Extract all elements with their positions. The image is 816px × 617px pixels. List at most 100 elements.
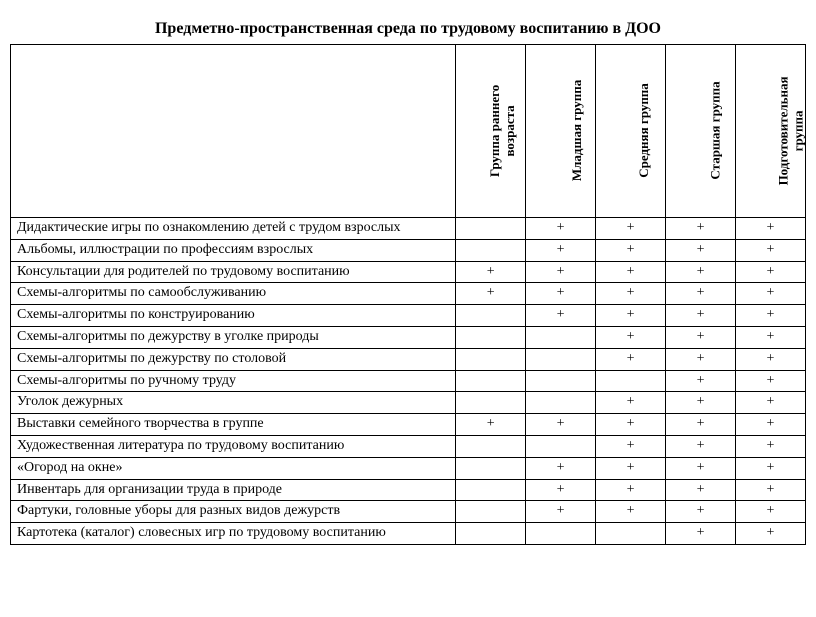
table-row: Фартуки, головные уборы для разных видов… xyxy=(11,501,806,523)
table-row: Схемы-алгоритмы по конструированию++++ xyxy=(11,305,806,327)
col-header-1: Младшая группа xyxy=(526,45,596,218)
cell: + xyxy=(666,218,736,240)
cell: + xyxy=(736,435,806,457)
header-row: Группа раннеговозраста Младшая группа Ср… xyxy=(11,45,806,218)
cell: + xyxy=(526,283,596,305)
row-label: Схемы-алгоритмы по самообслуживанию xyxy=(11,283,456,305)
cell xyxy=(456,457,526,479)
cell: + xyxy=(596,414,666,436)
cell: + xyxy=(596,283,666,305)
col-header-0-label: Группа раннеговозраста xyxy=(488,84,518,176)
cell xyxy=(456,348,526,370)
cell xyxy=(526,370,596,392)
cell: + xyxy=(456,414,526,436)
row-label: Картотека (каталог) словесных игр по тру… xyxy=(11,523,456,545)
cell: + xyxy=(526,218,596,240)
page-title: Предметно-пространственная среда по труд… xyxy=(10,20,806,38)
cell: + xyxy=(526,501,596,523)
cell: + xyxy=(596,435,666,457)
cell: + xyxy=(666,326,736,348)
row-label: Схемы-алгоритмы по дежурству в уголке пр… xyxy=(11,326,456,348)
cell: + xyxy=(526,239,596,261)
row-label: Альбомы, иллюстрации по профессиям взрос… xyxy=(11,239,456,261)
cell: + xyxy=(736,239,806,261)
row-label: Уголок дежурных xyxy=(11,392,456,414)
cell: + xyxy=(456,283,526,305)
cell: + xyxy=(666,523,736,545)
cell xyxy=(526,392,596,414)
table-row: Схемы-алгоритмы по ручному труду++ xyxy=(11,370,806,392)
cell: + xyxy=(596,305,666,327)
cell xyxy=(456,523,526,545)
table-row: Консультации для родителей по трудовому … xyxy=(11,261,806,283)
cell: + xyxy=(666,435,736,457)
row-label: Схемы-алгоритмы по дежурству по столовой xyxy=(11,348,456,370)
cell xyxy=(596,370,666,392)
cell: + xyxy=(666,414,736,436)
row-label: Консультации для родителей по трудовому … xyxy=(11,261,456,283)
cell xyxy=(596,523,666,545)
cell: + xyxy=(736,501,806,523)
col-header-2-label: Средняя группа xyxy=(637,83,652,178)
cell: + xyxy=(526,261,596,283)
table-row: Схемы-алгоритмы по дежурству по столовой… xyxy=(11,348,806,370)
cell: + xyxy=(666,283,736,305)
cell: + xyxy=(596,457,666,479)
table-row: Выставки семейного творчества в группе++… xyxy=(11,414,806,436)
cell xyxy=(456,501,526,523)
table-row: Альбомы, иллюстрации по профессиям взрос… xyxy=(11,239,806,261)
cell: + xyxy=(456,261,526,283)
table-row: «Огород на окне»++++ xyxy=(11,457,806,479)
environment-table: Группа раннеговозраста Младшая группа Ср… xyxy=(10,44,806,545)
cell xyxy=(456,435,526,457)
row-label: Схемы-алгоритмы по конструированию xyxy=(11,305,456,327)
cell: + xyxy=(526,414,596,436)
cell: + xyxy=(736,479,806,501)
cell: + xyxy=(666,479,736,501)
cell: + xyxy=(736,523,806,545)
col-header-0: Группа раннеговозраста xyxy=(456,45,526,218)
cell xyxy=(456,370,526,392)
cell: + xyxy=(666,348,736,370)
cell: + xyxy=(596,218,666,240)
cell: + xyxy=(666,261,736,283)
row-label: Фартуки, головные уборы для разных видов… xyxy=(11,501,456,523)
table-row: Дидактические игры по ознакомлению детей… xyxy=(11,218,806,240)
cell xyxy=(456,326,526,348)
col-header-4: Подготовительнаягруппа xyxy=(736,45,806,218)
cell: + xyxy=(736,414,806,436)
row-label: Выставки семейного творчества в группе xyxy=(11,414,456,436)
table-row: Инвентарь для организации труда в природ… xyxy=(11,479,806,501)
table-row: Художественная литература по трудовому в… xyxy=(11,435,806,457)
table-row: Уголок дежурных+++ xyxy=(11,392,806,414)
cell: + xyxy=(736,392,806,414)
col-header-3-label: Старшая группа xyxy=(709,81,724,179)
table-row: Картотека (каталог) словесных игр по тру… xyxy=(11,523,806,545)
col-header-2: Средняя группа xyxy=(596,45,666,218)
cell: + xyxy=(736,305,806,327)
row-label: «Огород на окне» xyxy=(11,457,456,479)
col-header-3: Старшая группа xyxy=(666,45,736,218)
cell: + xyxy=(666,392,736,414)
cell: + xyxy=(596,392,666,414)
row-label: Схемы-алгоритмы по ручному труду xyxy=(11,370,456,392)
cell: + xyxy=(736,457,806,479)
cell: + xyxy=(526,457,596,479)
cell: + xyxy=(666,457,736,479)
cell: + xyxy=(736,326,806,348)
cell: + xyxy=(596,239,666,261)
table-row: Схемы-алгоритмы по дежурству в уголке пр… xyxy=(11,326,806,348)
cell xyxy=(526,523,596,545)
row-label: Дидактические игры по ознакомлению детей… xyxy=(11,218,456,240)
col-header-4-label: Подготовительнаягруппа xyxy=(777,76,807,185)
cell xyxy=(456,239,526,261)
header-empty xyxy=(11,45,456,218)
cell xyxy=(526,435,596,457)
cell: + xyxy=(666,501,736,523)
cell: + xyxy=(736,283,806,305)
cell: + xyxy=(736,348,806,370)
cell: + xyxy=(666,239,736,261)
cell xyxy=(526,326,596,348)
cell: + xyxy=(526,479,596,501)
cell: + xyxy=(666,370,736,392)
